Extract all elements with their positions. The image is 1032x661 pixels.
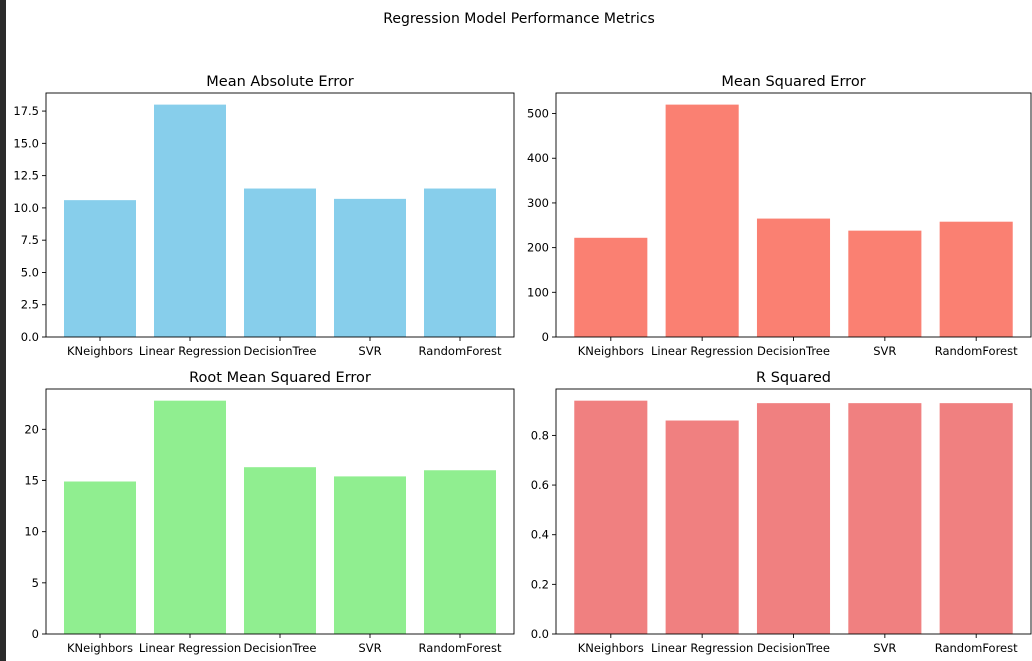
subplot-mse: 0 100 200 300 400 500 KNeighbors Linear Regress… bbox=[527, 74, 1032, 358]
rmse-ytick-label: 0 bbox=[32, 627, 39, 641]
mse-xtick-label: DecisionTree bbox=[757, 344, 830, 358]
mae-title: Mean Absolute Error bbox=[206, 74, 353, 90]
r2-xtick-label: KNeighbors bbox=[578, 641, 644, 655]
r2-bar bbox=[848, 403, 922, 634]
figure-title: Regression Model Performance Metrics bbox=[383, 11, 655, 27]
mse-xtick-label: Linear Regression bbox=[651, 344, 753, 358]
mae-ytick-label: 2.5 bbox=[21, 298, 39, 312]
mae-bar bbox=[154, 104, 226, 338]
rmse-bar bbox=[334, 476, 406, 634]
mse-ytick-label: 0 bbox=[542, 330, 549, 344]
rmse-title: Root Mean Squared Error bbox=[189, 370, 371, 386]
r2-ytick-label: 0.4 bbox=[531, 528, 549, 542]
figure-canvas: Regression Model Performance Metrics 0.0… bbox=[13, 11, 1032, 655]
r2-ytick-label: 0.6 bbox=[531, 478, 549, 492]
mse-title: Mean Squared Error bbox=[721, 74, 865, 90]
mse-bar bbox=[756, 218, 831, 337]
mae-xtick-label: KNeighbors bbox=[67, 344, 133, 358]
rmse-xtick-label: Linear Regression bbox=[139, 641, 241, 655]
r2-xtick-label: DecisionTree bbox=[757, 641, 830, 655]
r2-bar bbox=[574, 400, 648, 634]
mae-xtick-label: Linear Regression bbox=[139, 344, 241, 358]
subplot-rmse: 0 5 10 15 20 KNeighbors Linear Regression Decis… bbox=[24, 370, 515, 655]
mse-bar bbox=[574, 237, 648, 337]
mse-xtick-label: SVR bbox=[873, 344, 896, 358]
mse-ytick-label: 200 bbox=[527, 241, 549, 255]
mae-ytick-label: 7.5 bbox=[21, 233, 39, 247]
rmse-bar bbox=[424, 470, 496, 634]
mae-bar bbox=[244, 188, 316, 337]
rmse-xtick-label: SVR bbox=[358, 641, 381, 655]
r2-xtick-label: SVR bbox=[873, 641, 896, 655]
mae-ytick-label: 17.5 bbox=[13, 104, 39, 118]
rmse-ytick-label: 10 bbox=[24, 525, 39, 539]
mse-bar bbox=[939, 221, 1013, 337]
subplot-r2: 0.0 0.2 0.4 0.6 0.8 KNeighbors Linear Regressi… bbox=[531, 370, 1032, 655]
r2-bar bbox=[665, 420, 739, 634]
rmse-ytick-label: 20 bbox=[24, 422, 39, 436]
mae-ytick-label: 10.0 bbox=[13, 201, 39, 215]
mae-xtick-label: RandomForest bbox=[419, 344, 502, 358]
rmse-bar bbox=[154, 400, 226, 634]
r2-bar bbox=[939, 403, 1013, 634]
r2-ytick-label: 0.2 bbox=[531, 577, 549, 591]
rmse-xtick-label: RandomForest bbox=[419, 641, 502, 655]
mse-bar bbox=[665, 104, 739, 338]
mae-ytick-label: 12.5 bbox=[13, 169, 39, 183]
rmse-bar bbox=[244, 467, 316, 634]
r2-title: R Squared bbox=[756, 370, 831, 386]
mae-ytick-label: 15.0 bbox=[13, 136, 39, 150]
rmse-ytick-label: 15 bbox=[24, 473, 39, 487]
mae-xtick-label: SVR bbox=[358, 344, 381, 358]
r2-xtick-label: RandomForest bbox=[935, 641, 1018, 655]
mae-bar bbox=[334, 198, 406, 337]
mae-xtick-label: DecisionTree bbox=[244, 344, 317, 358]
rmse-xtick-label: DecisionTree bbox=[244, 641, 317, 655]
mae-ytick-label: 5.0 bbox=[21, 265, 39, 279]
r2-bar bbox=[756, 403, 831, 634]
mse-xtick-label: RandomForest bbox=[935, 344, 1018, 358]
mse-ytick-label: 100 bbox=[527, 285, 549, 299]
mse-xtick-label: KNeighbors bbox=[578, 344, 644, 358]
r2-xtick-label: Linear Regression bbox=[651, 641, 753, 655]
mae-bar bbox=[64, 200, 136, 337]
mse-ytick-label: 400 bbox=[527, 151, 549, 165]
r2-ytick-label: 0.0 bbox=[531, 627, 549, 641]
rmse-bar bbox=[64, 481, 136, 634]
subplot-mae: 0.0 2.5 5.0 7.5 10.0 12.5 15.0 17.5 KNeighbors Li… bbox=[13, 74, 515, 358]
rmse-ytick-label: 5 bbox=[32, 576, 39, 590]
mse-ytick-label: 300 bbox=[527, 196, 549, 210]
mae-ytick-label: 0.0 bbox=[21, 330, 39, 344]
mse-ytick-label: 500 bbox=[527, 107, 549, 121]
mae-bar bbox=[424, 188, 496, 337]
rmse-xtick-label: KNeighbors bbox=[67, 641, 133, 655]
figure: Regression Model Performance Metrics 0.0… bbox=[6, 0, 1032, 661]
mse-bar bbox=[848, 230, 922, 337]
r2-ytick-label: 0.8 bbox=[531, 428, 549, 442]
